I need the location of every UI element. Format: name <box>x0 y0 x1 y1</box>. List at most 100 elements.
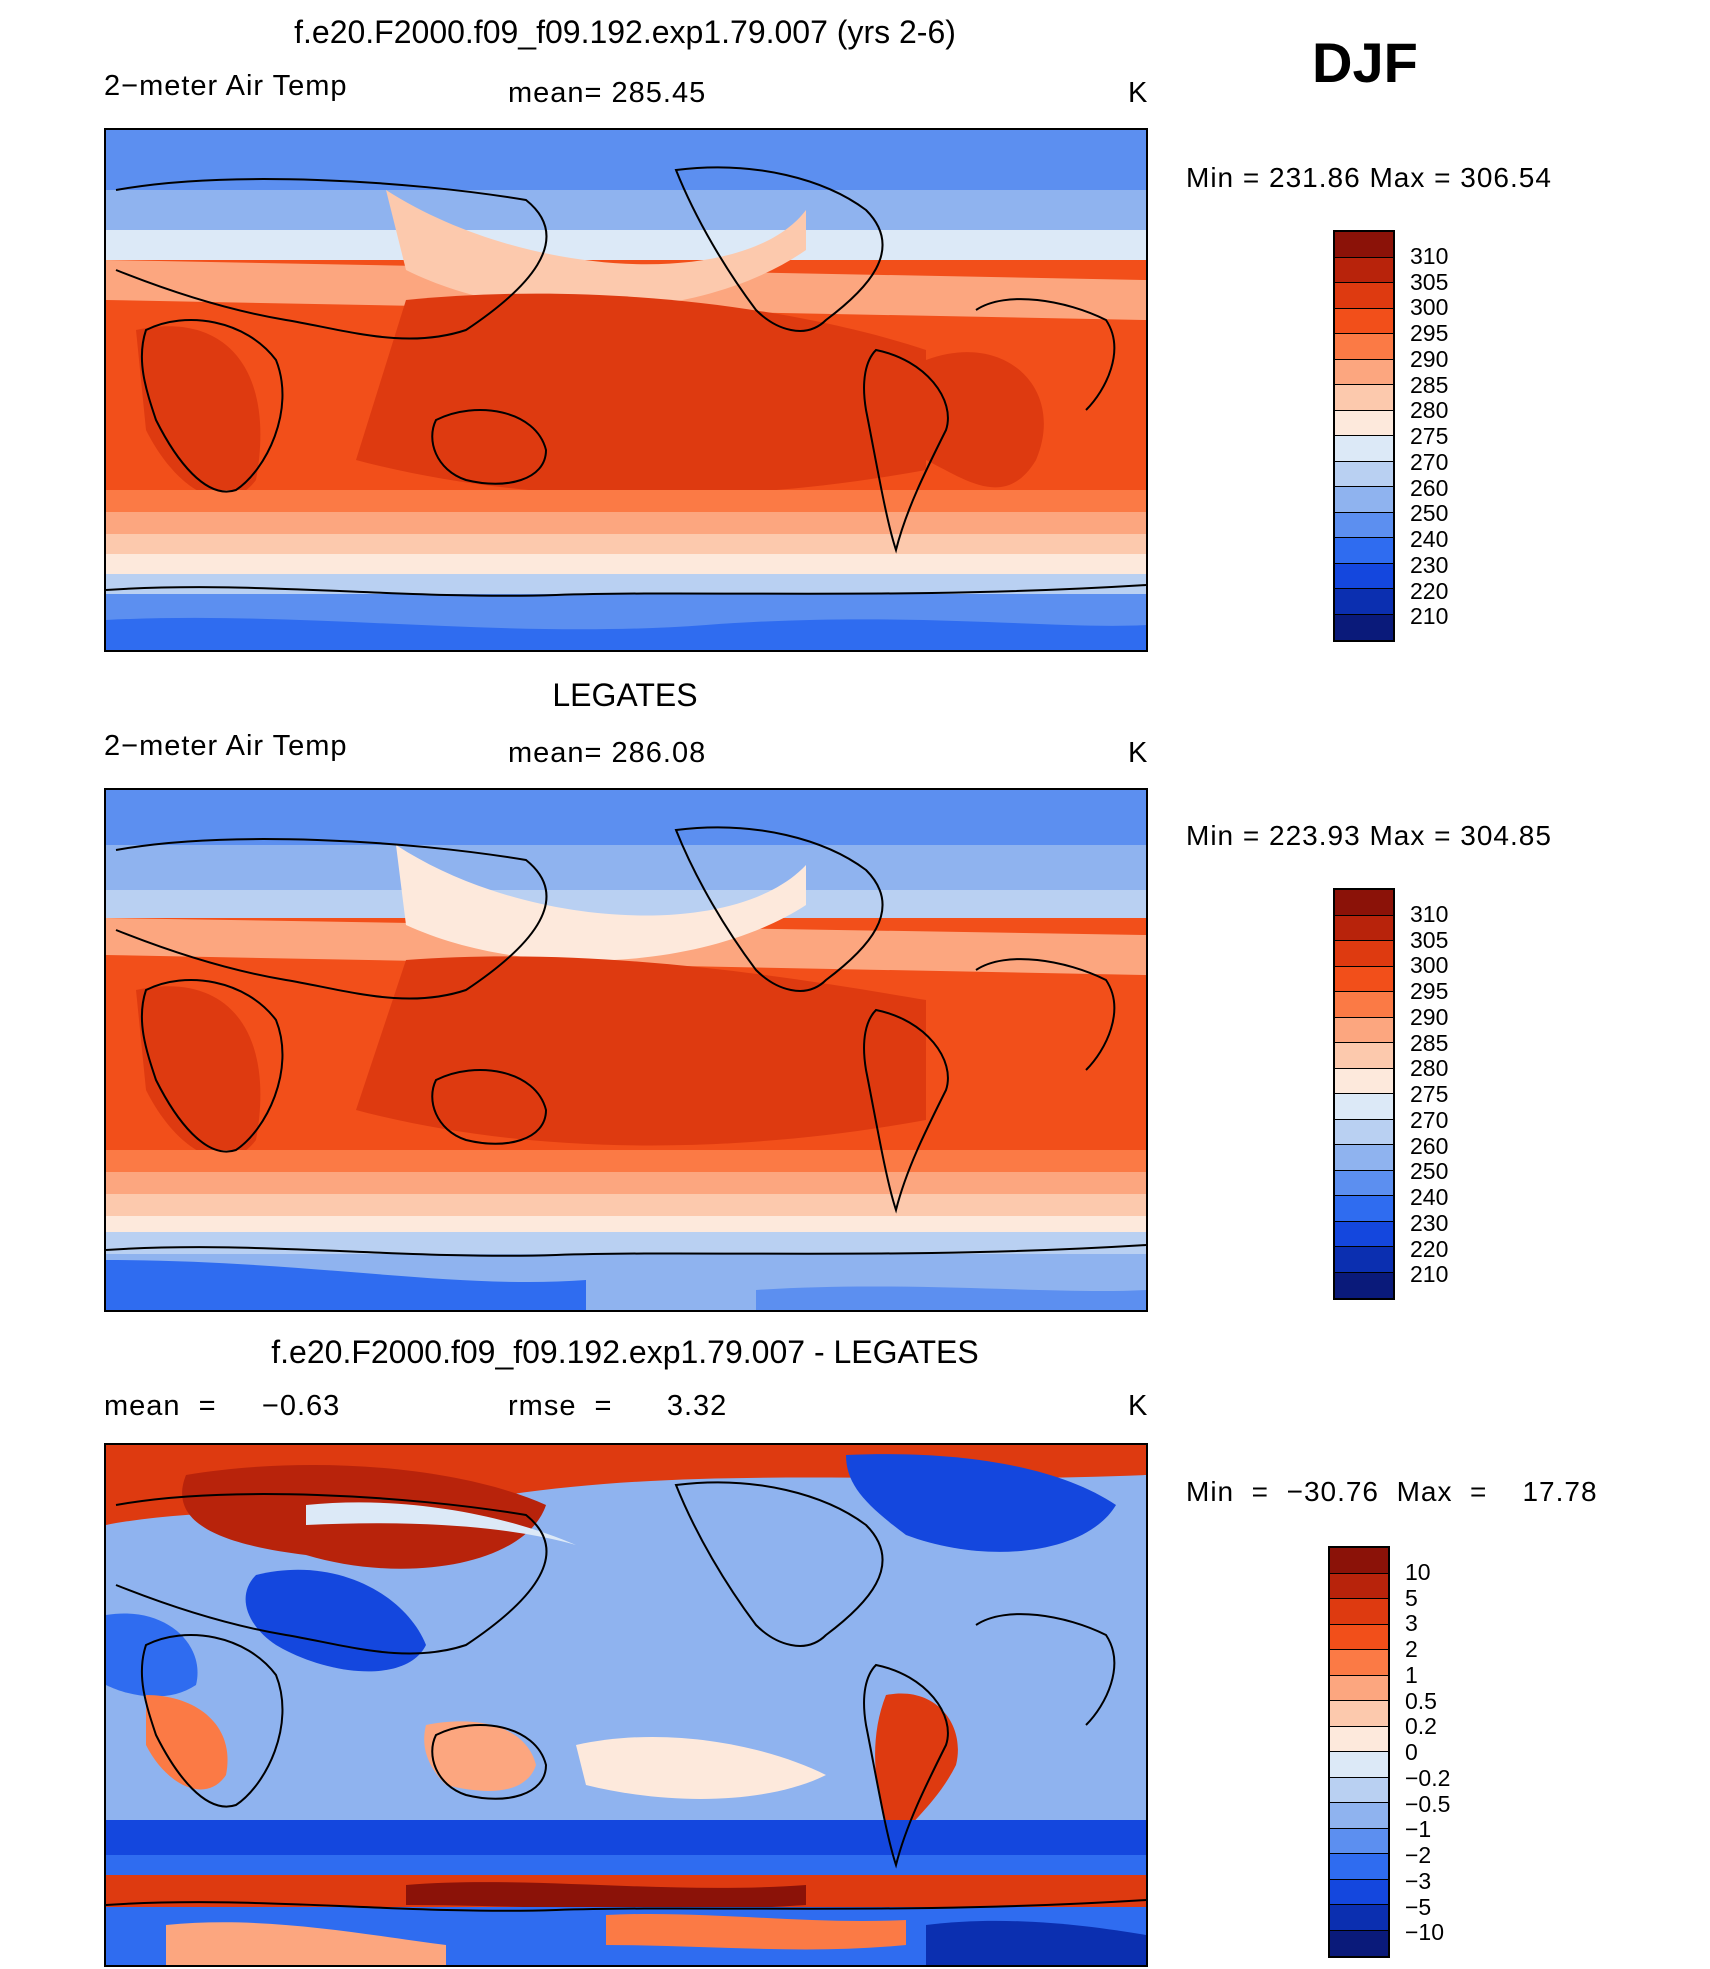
colorbar-swatch <box>1335 890 1393 916</box>
colorbar-swatch <box>1330 1828 1388 1854</box>
colorbar-tick-label: 10 <box>1405 1558 1431 1585</box>
colorbar-tick-label: 295 <box>1410 978 1449 1004</box>
colorbar-swatch <box>1330 1854 1388 1880</box>
colorbar-swatch <box>1335 1196 1393 1222</box>
map-model <box>104 128 1148 652</box>
colorbar-tick-label: 230 <box>1410 551 1449 578</box>
panel-title-obs: LEGATES <box>552 677 698 713</box>
colorbar-tick-label: 250 <box>1410 500 1449 527</box>
colorbar-tick-label: 0.2 <box>1405 1713 1437 1740</box>
colorbar-tick-label: 310 <box>1410 900 1449 927</box>
colorbar-tick-label: 240 <box>1410 1184 1449 1210</box>
colorbar-swatch <box>1335 359 1393 385</box>
colorbar-cells-diff <box>1330 1548 1388 1956</box>
colorbar-tick-label: 260 <box>1410 474 1449 501</box>
colorbar-swatch <box>1330 1675 1388 1701</box>
colorbar-swatch <box>1335 966 1393 992</box>
colorbar-swatch <box>1335 992 1393 1018</box>
colorbar-tick-label: 2 <box>1405 1636 1418 1662</box>
colorbar-swatch <box>1335 941 1393 967</box>
colorbar-tick-label: 300 <box>1410 294 1449 321</box>
colorbar-tick-label: 210 <box>1410 1261 1449 1288</box>
colorbar-swatch <box>1330 1599 1388 1625</box>
panel-title-diff: f.e20.F2000.f09_f09.192.exp1.79.007 - LE… <box>271 1334 979 1370</box>
colorbar-tick-label: 220 <box>1410 1235 1449 1262</box>
colorbar-tick-label: 305 <box>1410 926 1449 953</box>
colorbar-swatch <box>1330 1650 1388 1676</box>
colorbar-swatch <box>1335 1145 1393 1171</box>
colorbar-swatch <box>1335 538 1393 564</box>
colorbar-tick-label: −5 <box>1405 1893 1432 1920</box>
panel-title-model: f.e20.F2000.f09_f09.192.exp1.79.007 (yrs… <box>294 14 956 50</box>
panel-mean-obs: mean= 286.08 <box>508 737 707 769</box>
panel-rmse-diff: rmse = 3.32 <box>508 1390 728 1422</box>
panel-units-obs: K <box>1128 737 1149 769</box>
colorbar-swatch <box>1335 232 1393 258</box>
panel-mean-diff: mean = −0.63 <box>104 1390 341 1422</box>
colorbar-swatch <box>1335 385 1393 411</box>
colorbar-tick-label: 5 <box>1405 1584 1418 1611</box>
colorbar-swatch <box>1330 1573 1388 1599</box>
colorbar-tick-label: 295 <box>1410 320 1449 346</box>
panel-left-label-obs: 2−meter Air Temp <box>104 730 348 762</box>
panel-mean-model: mean= 285.45 <box>508 77 707 109</box>
colorbar-tick-label: 280 <box>1410 1055 1449 1082</box>
colorbar-swatch <box>1335 1119 1393 1145</box>
panel-minmax-obs: Min = 223.93 Max = 304.85 <box>1186 820 1552 851</box>
colorbar-tick-label: 230 <box>1410 1209 1449 1236</box>
colorbar-swatch <box>1335 410 1393 436</box>
panel-units-diff: K <box>1128 1390 1149 1422</box>
colorbar-tick-label: −10 <box>1405 1919 1445 1946</box>
colorbar-tick-label: 305 <box>1410 268 1449 295</box>
colorbar-swatch <box>1330 1726 1388 1752</box>
colorbar-tick-label: −2 <box>1405 1842 1432 1868</box>
colorbar-tick-label: 275 <box>1410 1081 1449 1107</box>
colorbar-tick-label: 210 <box>1410 603 1449 630</box>
colorbar-tick-label: 285 <box>1410 371 1449 398</box>
colorbar-swatch <box>1330 1879 1388 1905</box>
colorbar-swatch <box>1335 308 1393 334</box>
panel-minmax-model: Min = 231.86 Max = 306.54 <box>1186 162 1552 193</box>
colorbar-model <box>1333 230 1395 642</box>
colorbar-tick-label: 250 <box>1410 1158 1449 1185</box>
colorbar-tick-label: −0.5 <box>1405 1790 1451 1817</box>
map-diff <box>104 1443 1148 1967</box>
colorbar-tick-label: 0.5 <box>1405 1687 1437 1714</box>
colorbar-tick-label: 310 <box>1410 242 1449 269</box>
colorbar-swatch <box>1335 1272 1393 1298</box>
colorbar-swatch <box>1330 1701 1388 1727</box>
colorbar-tick-label: 0 <box>1405 1739 1418 1765</box>
colorbar-swatch <box>1335 1247 1393 1273</box>
colorbar-swatch <box>1335 1043 1393 1069</box>
colorbar-swatch <box>1330 1548 1388 1574</box>
colorbar-swatch <box>1330 1752 1388 1778</box>
colorbar-tick-label: 285 <box>1410 1029 1449 1056</box>
colorbar-swatch <box>1335 915 1393 941</box>
colorbar-tick-label: 270 <box>1410 448 1449 475</box>
panel-minmax-diff: Min = −30.76 Max = 17.78 <box>1186 1476 1598 1507</box>
colorbar-swatch <box>1330 1803 1388 1829</box>
colorbar-swatch <box>1330 1624 1388 1650</box>
colorbar-swatch <box>1335 334 1393 360</box>
colorbar-cells-obs <box>1335 890 1393 1298</box>
colorbar-tick-label: 300 <box>1410 952 1449 979</box>
colorbar-tick-label: −3 <box>1405 1867 1432 1894</box>
panel-left-label-model: 2−meter Air Temp <box>104 70 348 102</box>
colorbar-swatch <box>1335 1170 1393 1196</box>
colorbar-obs <box>1333 888 1395 1300</box>
map-obs <box>104 788 1148 1312</box>
colorbar-swatch <box>1335 1094 1393 1120</box>
colorbar-swatch <box>1335 257 1393 283</box>
colorbar-tick-label: 290 <box>1410 345 1449 372</box>
colorbar-swatch <box>1335 461 1393 487</box>
colorbar-tick-label: 260 <box>1410 1132 1449 1159</box>
colorbar-tick-label: 290 <box>1410 1003 1449 1030</box>
colorbar-swatch <box>1335 436 1393 462</box>
season-label: DJF <box>1312 31 1418 94</box>
colorbar-swatch <box>1335 589 1393 615</box>
colorbar-diff <box>1328 1546 1390 1958</box>
colorbar-tick-label: 280 <box>1410 397 1449 424</box>
colorbar-swatch <box>1335 487 1393 513</box>
colorbar-swatch <box>1330 1930 1388 1956</box>
colorbar-swatch <box>1335 1221 1393 1247</box>
